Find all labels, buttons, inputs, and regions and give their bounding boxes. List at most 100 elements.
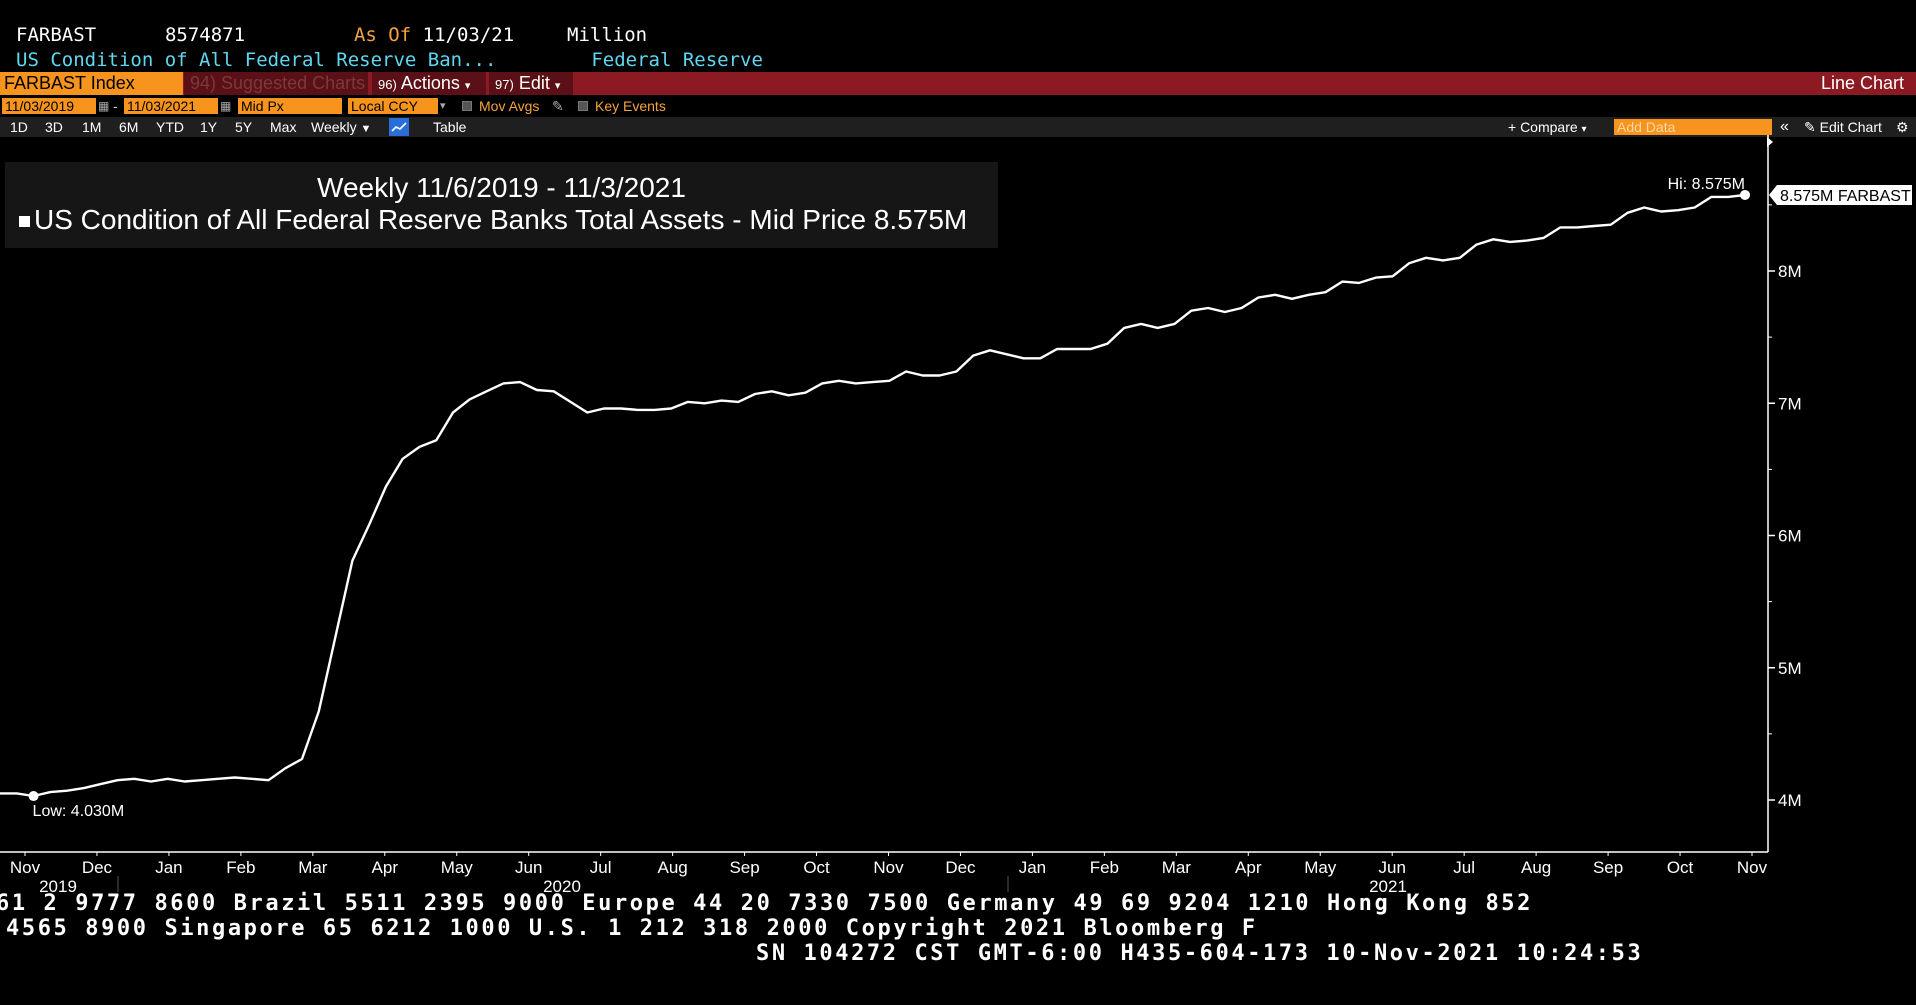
- high-label: Hi: 8.575M: [1668, 176, 1745, 193]
- ticker-symbol: FARBAST: [16, 24, 97, 46]
- y-tick-label: 4M: [1778, 791, 1802, 810]
- header-row-1: FARBAST 8574871 As Of 11/03/21 Million: [16, 24, 647, 46]
- frequency-label: Weekly: [311, 119, 357, 135]
- x-tick-label: May: [441, 858, 474, 877]
- footer-line-3: SN 104272 CST GMT-6:00 H435-604-173 10-N…: [756, 941, 1644, 966]
- edit-label: Edit: [518, 73, 550, 93]
- unit-label: Million: [567, 24, 648, 46]
- x-tick-label: Nov: [873, 858, 904, 877]
- x-tick-label: Sep: [1593, 858, 1623, 877]
- range-max[interactable]: Max: [270, 119, 297, 135]
- edit-number: 97): [495, 77, 514, 92]
- x-tick-label: Jun: [515, 858, 542, 877]
- x-tick-label: Nov: [1737, 858, 1768, 877]
- x-tick-label: Dec: [945, 858, 976, 877]
- x-tick-label: Oct: [803, 858, 830, 877]
- y-tick-label: 6M: [1778, 527, 1802, 546]
- legend-series-name: US Condition of All Federal Reserve Bank…: [34, 204, 867, 235]
- x-tick-label: Apr: [1235, 858, 1262, 877]
- add-data-placeholder: Add Data: [1617, 119, 1676, 135]
- low-point: [28, 791, 39, 802]
- y-axis-arrow: [1767, 137, 1773, 147]
- gear-icon[interactable]: ⚙: [1896, 119, 1909, 135]
- series-description: US Condition of All Federal Reserve Ban.…: [16, 49, 497, 71]
- frequency-select[interactable]: Weekly ▼: [311, 117, 371, 137]
- legend-series: US Condition of All Federal Reserve Bank…: [19, 204, 967, 236]
- security-field[interactable]: FARBAST Index: [0, 72, 183, 95]
- x-tick-label: Feb: [226, 858, 255, 877]
- footer-line-1: 61 2 9777 8600 Brazil 5511 2395 9000 Eur…: [0, 891, 1533, 916]
- header-row-2: US Condition of All Federal Reserve Ban.…: [16, 49, 763, 71]
- chart-type-label[interactable]: Line Chart: [1820, 73, 1904, 93]
- y-tick-label: 7M: [1778, 394, 1802, 413]
- as-of-label: As Of: [353, 24, 412, 46]
- chevron-down-icon[interactable]: ▾: [440, 100, 446, 112]
- x-tick-label: Jul: [590, 858, 612, 877]
- calendar-icon[interactable]: ▦: [220, 99, 232, 113]
- range-1m[interactable]: 1M: [82, 119, 102, 135]
- edit-menu[interactable]: 97) Edit ▾: [489, 72, 573, 95]
- chevron-down-icon: ▾: [464, 80, 471, 92]
- edit-chart-label: Edit Chart: [1819, 119, 1882, 135]
- range-1y[interactable]: 1Y: [200, 119, 218, 135]
- y-tick-label: 8M: [1778, 262, 1802, 281]
- as-of-date: 11/03/21: [422, 24, 515, 46]
- end-date-field[interactable]: 11/03/2021: [124, 98, 218, 114]
- x-tick-label: Sep: [729, 858, 759, 877]
- pencil-icon[interactable]: ✎: [552, 98, 564, 114]
- compare-button[interactable]: + Compare ▾: [1508, 117, 1587, 137]
- low-label: Low: 4.030M: [33, 803, 125, 820]
- x-tick-label: Jan: [1019, 858, 1046, 877]
- compare-label: + Compare: [1508, 119, 1578, 135]
- range-1d[interactable]: 1D: [10, 119, 28, 135]
- legend-swatch: [19, 216, 30, 228]
- x-tick-label: Mar: [1162, 858, 1192, 877]
- mov-avgs-label[interactable]: Mov Avgs: [479, 98, 540, 114]
- mov-avgs-checkbox[interactable]: [462, 101, 472, 111]
- start-date-field[interactable]: 11/03/2019: [2, 98, 96, 114]
- actions-menu[interactable]: 96) Actions ▾: [372, 72, 486, 95]
- pencil-icon: ✎: [1804, 119, 1816, 135]
- suggested-charts-button[interactable]: 94) Suggested Charts: [184, 72, 368, 95]
- date-dash: -: [113, 98, 118, 114]
- range-toolbar: 1D 3D 1M 6M YTD 1Y 5Y Max Weekly ▼ Table…: [0, 117, 1916, 137]
- x-year-label: 2021: [1369, 877, 1407, 896]
- actions-label: Actions: [400, 73, 460, 93]
- chevron-down-icon: ▼: [360, 123, 372, 135]
- chart-legend: Weekly 11/6/2019 - 11/3/2021 US Conditio…: [5, 162, 998, 248]
- legend-period: Weekly 11/6/2019 - 11/3/2021: [317, 172, 686, 203]
- x-tick-label: Aug: [658, 858, 688, 877]
- range-6m[interactable]: 6M: [119, 119, 139, 135]
- range-5y[interactable]: 5Y: [235, 119, 253, 135]
- x-year-label: 2019: [39, 877, 77, 896]
- range-ytd[interactable]: YTD: [156, 119, 184, 135]
- price-field-select[interactable]: Mid Px: [238, 98, 342, 114]
- actions-number: 96): [378, 77, 397, 92]
- collapse-icon[interactable]: «: [1780, 118, 1789, 135]
- calendar-icon[interactable]: ▦: [98, 99, 110, 113]
- chevron-down-icon: ▾: [1581, 124, 1587, 135]
- x-tick-label: Mar: [298, 858, 328, 877]
- key-events-checkbox[interactable]: [578, 101, 588, 111]
- line-chart-icon[interactable]: [389, 118, 409, 136]
- edit-chart-button[interactable]: ✎ Edit Chart: [1804, 117, 1882, 137]
- currency-select[interactable]: Local CCY: [348, 98, 438, 114]
- last-value-label: 8.575M FARBAST: [1780, 188, 1911, 205]
- series-source: Federal Reserve: [591, 49, 763, 71]
- high-point: [1740, 189, 1750, 200]
- table-button[interactable]: Table: [433, 119, 467, 135]
- key-events-label[interactable]: Key Events: [595, 98, 666, 114]
- ticker-value: 8574871: [164, 24, 246, 46]
- x-tick-label: Jul: [1453, 858, 1475, 877]
- legend-series-value: 8.575M: [873, 204, 968, 235]
- x-tick-label: Aug: [1521, 858, 1551, 877]
- y-tick-label: 5M: [1778, 659, 1802, 678]
- footer-line-2: 4565 8900 Singapore 65 6212 1000 U.S. 1 …: [6, 916, 1258, 941]
- range-3d[interactable]: 3D: [45, 119, 63, 135]
- chevron-down-icon: ▾: [554, 80, 561, 92]
- x-tick-label: Feb: [1090, 858, 1119, 877]
- x-tick-label: Jun: [1378, 858, 1405, 877]
- x-tick-label: May: [1304, 858, 1337, 877]
- add-data-input[interactable]: Add Data: [1614, 119, 1772, 135]
